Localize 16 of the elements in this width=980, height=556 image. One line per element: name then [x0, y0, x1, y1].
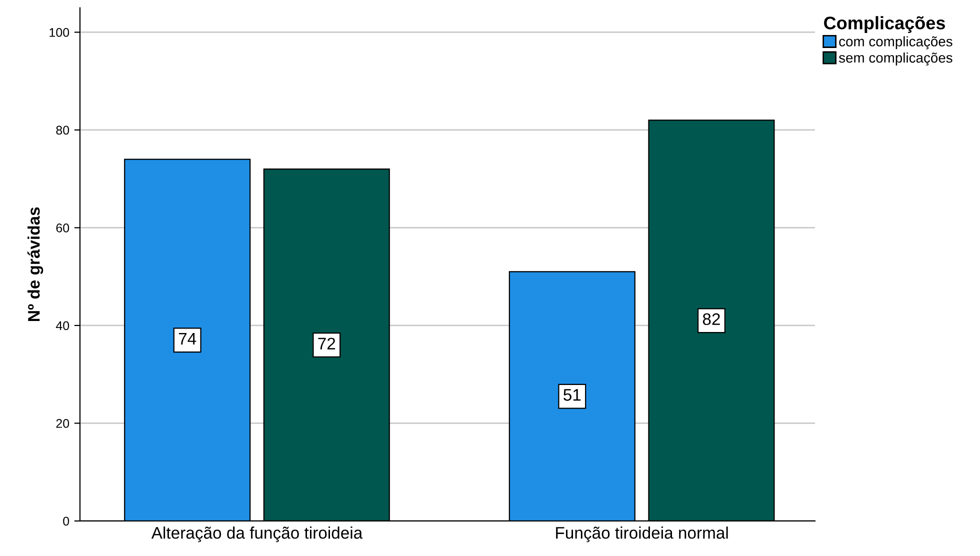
y-tick-label: 100	[50, 28, 70, 37]
legend-title: Complicações	[824, 16, 945, 33]
y-tick-label: 80	[56, 126, 70, 135]
x-tick-label: Alteração da função tiroideia	[151, 526, 363, 542]
y-tick-label: 0	[63, 516, 70, 526]
data-label: 74	[178, 332, 196, 344]
legend-label: sem complicações	[838, 52, 952, 66]
data-label: 72	[318, 338, 336, 350]
y-tick-label: 40	[56, 321, 70, 330]
y-axis-title: Nº de grávidas	[27, 207, 44, 321]
data-label: 51	[564, 389, 581, 401]
data-label: 82	[702, 313, 720, 326]
x-tick-label: Função tiroideia normal	[556, 526, 728, 542]
legend-label: com complicações	[839, 36, 952, 50]
y-tick-label: 60	[56, 224, 70, 232]
y-tick-label: 20	[56, 419, 70, 428]
